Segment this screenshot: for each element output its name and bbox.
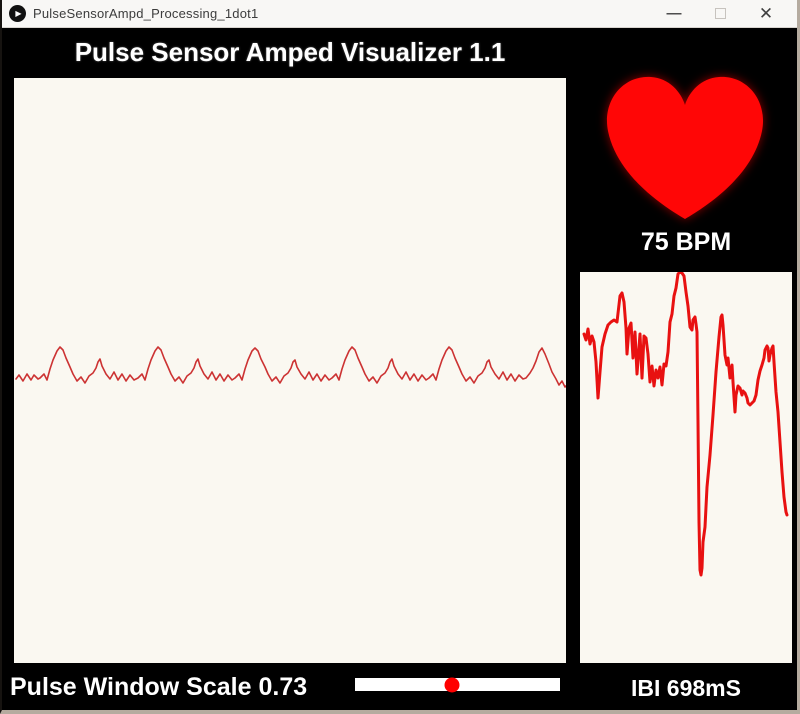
page-title: Pulse Sensor Amped Visualizer 1.1 [74,37,506,67]
scale-label-text: Pulse Window Scale [10,673,252,701]
slider-track[interactable] [355,677,560,692]
heart-icon [601,67,769,225]
window-titlebar: ▶ PulseSensorAmpd_Processing_1dot1 — ✕ [2,0,797,28]
ibi-value: IBI 698mS [631,675,741,701]
minimize-button[interactable]: — [651,0,697,27]
window-title: PulseSensorAmpd_Processing_1dot1 [33,6,259,21]
close-button[interactable]: ✕ [743,0,789,27]
raw-pulse-panel [14,78,566,663]
raw-pulse-waveform [15,346,566,388]
pulse-window-plot [582,272,789,577]
processing-app-icon: ▶ [9,5,26,22]
raw-pulse-plot [15,346,566,388]
scale-value: 0.73 [258,673,308,701]
pulse-window-waveform [582,272,789,577]
window-controls: — ✕ [651,0,797,27]
scale-label: Pulse Window Scale 0.73 [10,673,307,702]
maximize-icon [714,8,726,19]
pulse-window-panel [580,272,792,663]
heart-shape [606,76,764,219]
maximize-button[interactable] [697,0,743,27]
bpm-value: 75 BPM [640,228,732,256]
sketch-canvas: Pulse Sensor Amped Visualizer 1.1 75 BPM… [2,28,797,710]
slider-thumb[interactable] [444,677,460,692]
